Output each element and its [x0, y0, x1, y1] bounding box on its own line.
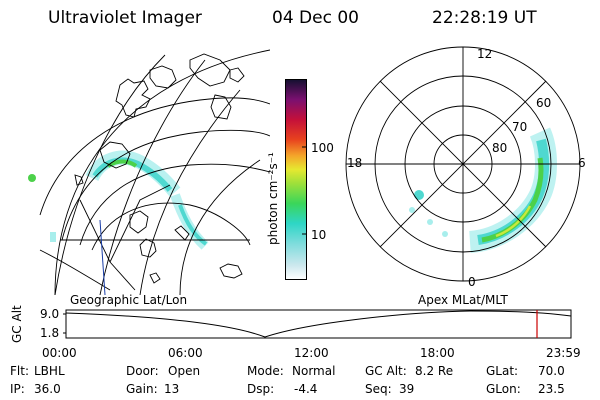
- door-value: Open: [168, 364, 201, 378]
- colorbar-unit-label: photon cm⁻²s⁻¹: [266, 152, 280, 245]
- aurora-oval: [409, 127, 557, 253]
- seq-label: Seq:: [365, 382, 392, 396]
- glon-label: GLon:: [486, 382, 521, 396]
- filter-label: Flt:: [10, 364, 29, 378]
- gcalt-label: GC Alt:: [365, 364, 407, 378]
- alt-ymax: 9.0: [40, 307, 60, 321]
- seq-value: 39: [399, 382, 415, 396]
- alt-ylabel: GC Alt: [10, 305, 24, 343]
- geo-panel-caption: Geographic Lat/Lon: [70, 293, 188, 307]
- gain-label: Gain:: [126, 382, 158, 396]
- aurora-geo: [28, 150, 209, 250]
- geographic-map: [28, 49, 270, 295]
- colorbar-tick-100: 100: [311, 141, 334, 155]
- mlt-label-midnight: 0: [468, 275, 476, 289]
- gcalt-value: 8.2 Re: [415, 364, 454, 378]
- gain-value: 13: [164, 382, 180, 396]
- ip-label: IP:: [10, 382, 25, 396]
- image-time: 22:28:19 UT: [432, 8, 537, 28]
- alt-xtick-2359: 23:59: [546, 346, 581, 360]
- mlt-label-dusk: 18: [347, 156, 363, 170]
- filter-value: LBHL: [34, 364, 65, 378]
- dsp-label: Dsp:: [247, 382, 275, 396]
- alt-xtick-0000: 00:00: [42, 346, 77, 360]
- mode-value: Normal: [292, 364, 336, 378]
- glon-value: 23.5: [538, 382, 565, 396]
- alt-ymin: 1.8: [40, 326, 60, 340]
- mlat-label-60: 60: [536, 96, 552, 110]
- colorbar-tick-10: 10: [311, 228, 327, 242]
- alt-xtick-0600: 06:00: [168, 346, 203, 360]
- door-label: Door:: [126, 364, 159, 378]
- glat-label: GLat:: [486, 364, 519, 378]
- mlt-label-noon: 12: [477, 47, 493, 61]
- mode-label: Mode:: [247, 364, 284, 378]
- image-date: 04 Dec 00: [272, 8, 359, 28]
- instrument-title: Ultraviolet Imager: [48, 8, 202, 28]
- glat-value: 70.0: [538, 364, 565, 378]
- mlat-label-80: 80: [492, 141, 508, 155]
- dsp-value: -4.4: [294, 382, 318, 396]
- ip-value: 36.0: [34, 382, 61, 396]
- alt-xtick-1200: 12:00: [294, 346, 329, 360]
- polar-mlt-plot: [345, 46, 581, 282]
- color-scale-bar: [285, 79, 307, 280]
- alt-xtick-1800: 18:00: [420, 346, 455, 360]
- mlt-label-dawn: 6: [578, 156, 586, 170]
- altitude-strip-plot: [63, 309, 572, 339]
- mlat-label-70: 70: [512, 120, 528, 134]
- mlt-panel-caption: Apex MLat/MLT: [418, 293, 508, 307]
